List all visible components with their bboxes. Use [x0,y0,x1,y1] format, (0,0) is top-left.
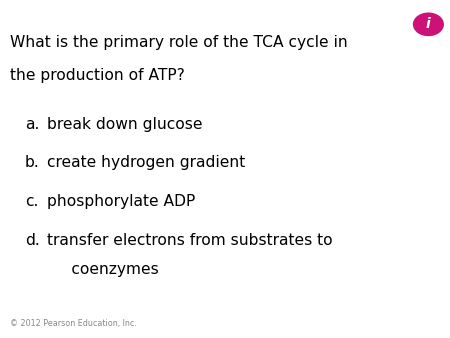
Text: d.: d. [25,233,40,248]
Circle shape [414,13,443,35]
Text: transfer electrons from substrates to: transfer electrons from substrates to [47,233,333,248]
Text: b.: b. [25,155,40,170]
Text: c.: c. [25,194,38,209]
Text: © 2012 Pearson Education, Inc.: © 2012 Pearson Education, Inc. [10,319,137,328]
Text: What is the primary role of the TCA cycle in: What is the primary role of the TCA cycl… [10,35,348,50]
Text: phosphorylate ADP: phosphorylate ADP [47,194,195,209]
Text: coenzymes: coenzymes [47,262,159,277]
Text: break down glucose: break down glucose [47,117,203,131]
Text: a.: a. [25,117,39,131]
Text: i: i [426,17,431,31]
Text: the production of ATP?: the production of ATP? [10,68,185,82]
Text: create hydrogen gradient: create hydrogen gradient [47,155,246,170]
